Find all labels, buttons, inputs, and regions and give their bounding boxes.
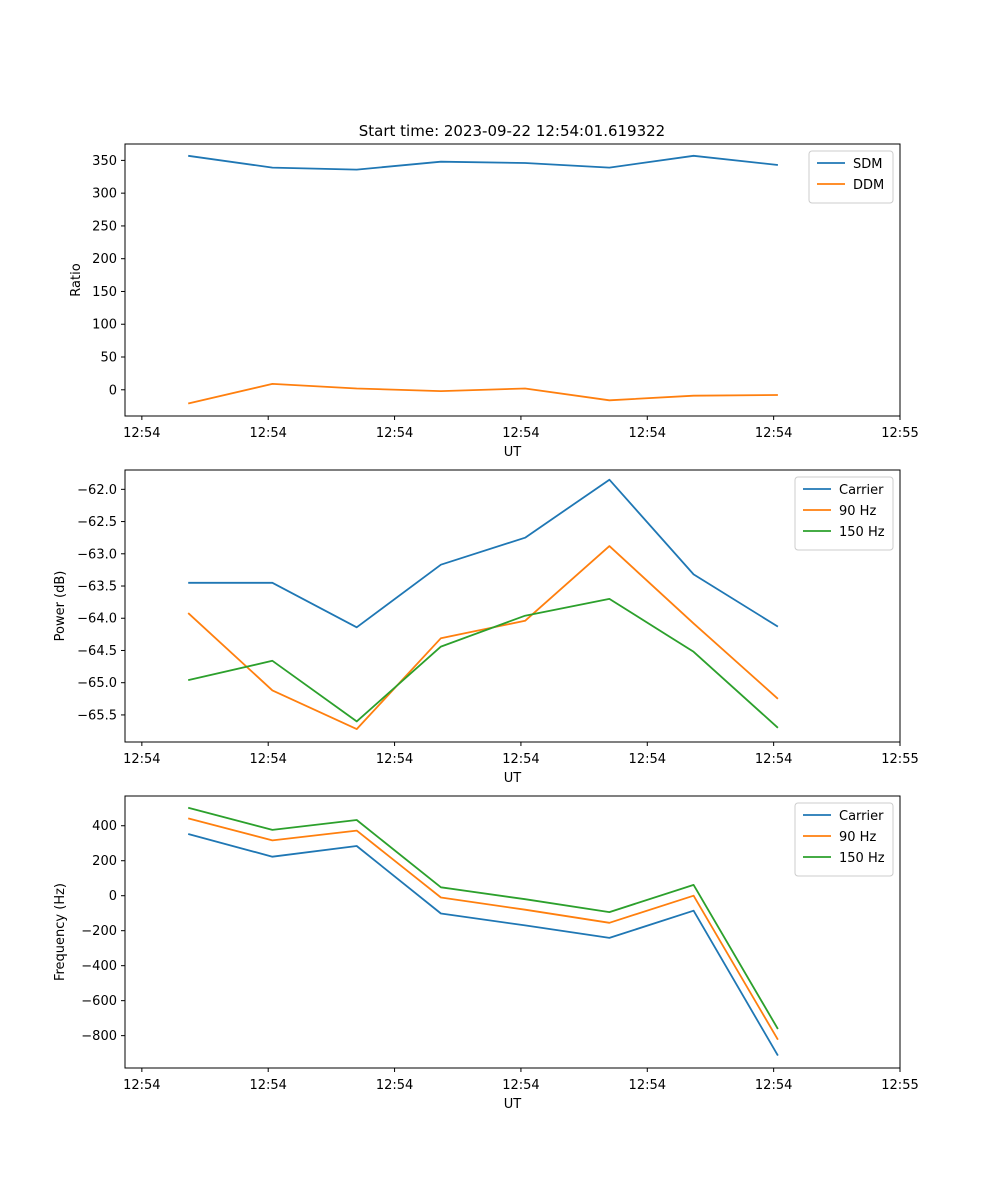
- series-line-150-hz: [187, 598, 779, 729]
- x-tick-label: 12:54: [249, 752, 286, 767]
- y-tick-label: −62.5: [77, 515, 117, 530]
- x-tick-label: 12:55: [881, 752, 918, 767]
- x-axis-label: UT: [504, 445, 522, 460]
- series-line-150-hz: [187, 806, 779, 1030]
- y-tick-label: −65.0: [77, 676, 117, 691]
- x-tick-label: 12:54: [502, 1078, 539, 1093]
- x-tick-label: 12:54: [755, 752, 792, 767]
- series-line-carrier: [187, 833, 779, 1057]
- y-tick-label: 50: [100, 351, 117, 366]
- x-tick-label: 12:54: [629, 426, 666, 441]
- y-tick-label: 350: [92, 154, 117, 169]
- series-line-ddm: [187, 382, 778, 405]
- y-tick-label: 100: [92, 318, 117, 333]
- legend-label: Carrier: [839, 483, 884, 498]
- legend-label: 90 Hz: [839, 830, 876, 845]
- legend-label: 150 Hz: [839, 851, 885, 866]
- y-tick-label: −800: [81, 1029, 117, 1044]
- x-tick-label: 12:54: [123, 1078, 160, 1093]
- legend-label: DDM: [853, 178, 884, 193]
- frequency-legend: Carrier 90 Hz 150 Hz: [794, 802, 894, 877]
- power-plot-area: [124, 469, 901, 743]
- y-tick-label: −600: [81, 994, 117, 1009]
- x-tick-label: 12:54: [629, 752, 666, 767]
- power-chart-panel: 12:54 12:54 12:54 12:54 12:54 12:54 12:55 −65.5…: [53, 469, 919, 786]
- series-line-90-hz: [187, 545, 779, 730]
- ratio-chart-panel: 12:54 12:54 12:54 12:54 12:54 12:54 12:55 0 50 10…: [69, 143, 919, 460]
- y-tick-label: −63.5: [77, 580, 117, 595]
- y-tick-label: 400: [92, 819, 117, 834]
- ratio-legend: SDM DDM: [808, 150, 894, 204]
- y-tick-label: −65.5: [77, 708, 117, 723]
- y-tick-label: −64.5: [77, 644, 117, 659]
- power-legend: Carrier 90 Hz 150 Hz: [794, 476, 894, 551]
- series-line-sdm: [188, 154, 778, 171]
- y-axis-label: Power (dB): [53, 571, 68, 642]
- y-tick-label: 0: [109, 889, 117, 904]
- x-tick-label: 12:54: [249, 1078, 286, 1093]
- legend-box: [808, 150, 894, 204]
- x-tick-label: 12:54: [502, 426, 539, 441]
- frequency-chart-panel: 12:54 12:54 12:54 12:54 12:54 12:54 12:55 −800 −…: [53, 795, 919, 1112]
- x-tick-label: 12:54: [376, 1078, 413, 1093]
- y-tick-label: 0: [109, 383, 117, 398]
- y-tick-label: 250: [92, 219, 117, 234]
- x-tick-label: 12:54: [376, 752, 413, 767]
- series-line-carrier: [188, 478, 779, 629]
- legend-label: 150 Hz: [839, 525, 885, 540]
- y-tick-label: 200: [92, 854, 117, 869]
- y-axis-label: Frequency (Hz): [53, 883, 68, 981]
- x-tick-label: 12:55: [881, 1078, 918, 1093]
- y-tick-label: 200: [92, 252, 117, 267]
- x-tick-label: 12:54: [629, 1078, 666, 1093]
- y-tick-label: −200: [81, 924, 117, 939]
- x-tick-label: 12:54: [755, 426, 792, 441]
- y-axis-label: Ratio: [69, 263, 84, 296]
- x-tick-label: 12:54: [123, 752, 160, 767]
- x-tick-label: 12:54: [502, 752, 539, 767]
- ratio-plot-area: [124, 143, 901, 417]
- frequency-plot-area: [124, 795, 901, 1069]
- x-axis-label: UT: [504, 771, 522, 786]
- y-tick-label: 300: [92, 187, 117, 202]
- x-tick-label: 12:54: [755, 1078, 792, 1093]
- y-tick-label: −64.0: [77, 612, 117, 627]
- legend-label: 90 Hz: [839, 504, 876, 519]
- series-line-90-hz: [187, 817, 779, 1041]
- x-tick-label: 12:55: [881, 426, 918, 441]
- x-tick-label: 12:54: [249, 426, 286, 441]
- legend-label: Carrier: [839, 809, 884, 824]
- y-tick-label: 150: [92, 285, 117, 300]
- x-tick-label: 12:54: [123, 426, 160, 441]
- y-tick-label: −63.0: [77, 547, 117, 562]
- y-tick-label: −400: [81, 959, 117, 974]
- figure-title: Start time: 2023-09-22 12:54:01.619322: [359, 122, 665, 140]
- legend-label: SDM: [853, 157, 882, 172]
- y-tick-label: −62.0: [77, 483, 117, 498]
- x-axis-label: UT: [504, 1097, 522, 1112]
- x-tick-label: 12:54: [376, 426, 413, 441]
